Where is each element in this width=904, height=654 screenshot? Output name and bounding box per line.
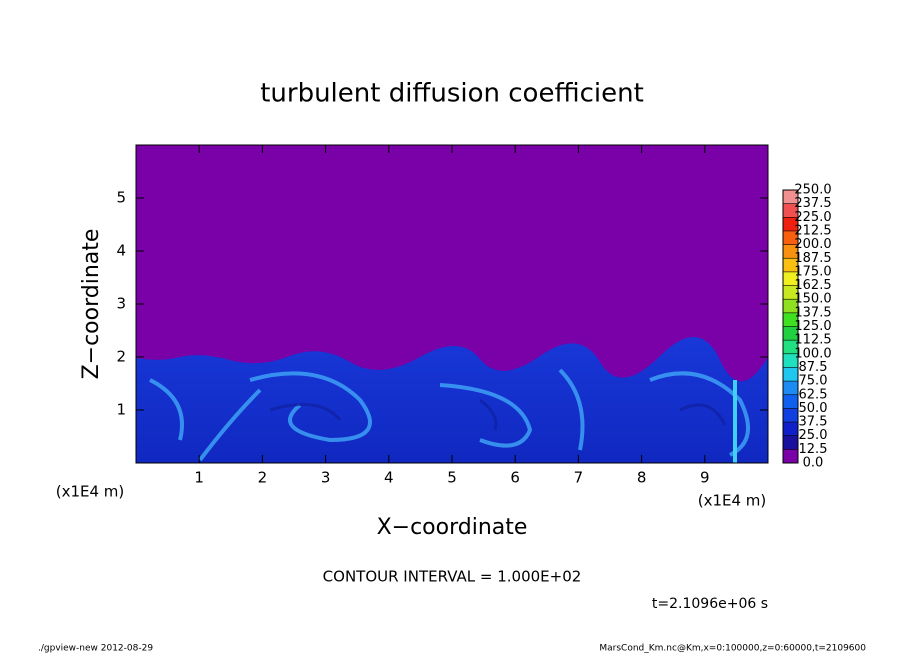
colorbar-segment bbox=[783, 312, 798, 327]
colorbar-label: 212.5 bbox=[794, 223, 831, 238]
footer-left: ./gpview-new 2012-08-29 bbox=[38, 644, 153, 654]
x-tick-label: 3 bbox=[321, 469, 331, 487]
colorbar-segment bbox=[783, 394, 798, 409]
y-tick-label: 3 bbox=[116, 295, 126, 313]
colorbar-segment bbox=[783, 190, 798, 204]
x-tick-label: 2 bbox=[258, 469, 268, 487]
colorbar-label: 25.0 bbox=[799, 428, 828, 443]
colorbar-segment bbox=[783, 422, 798, 436]
x-unit: (x1E4 m) bbox=[698, 492, 767, 510]
y-tick-label: 2 bbox=[116, 348, 126, 366]
colorbar-segment bbox=[783, 230, 798, 245]
chart-title: turbulent diffusion coefficient bbox=[260, 79, 644, 109]
time-label: t=2.1096e+06 s bbox=[652, 596, 768, 612]
colorbar-label: 87.5 bbox=[799, 360, 828, 375]
field bbox=[136, 145, 768, 463]
x-tick-label: 9 bbox=[700, 469, 710, 487]
x-tick-label: 7 bbox=[574, 469, 584, 487]
colorbar-label: 237.5 bbox=[794, 196, 831, 211]
x-tick-label: 6 bbox=[510, 469, 520, 487]
colorbar-label: 112.5 bbox=[794, 333, 831, 348]
x-tick-label: 5 bbox=[447, 469, 457, 487]
x-tick-label: 8 bbox=[637, 469, 647, 487]
footer-right: MarsCond_Km.nc@Km,x=0:100000,z=0:60000,t… bbox=[599, 644, 866, 654]
colorbar-label: 62.5 bbox=[799, 387, 828, 402]
colorbar-segment bbox=[783, 381, 798, 395]
annotation: CONTOUR INTERVAL = 1.000E+02 bbox=[323, 568, 582, 586]
colorbar-segment bbox=[783, 217, 798, 231]
colorbar-label: 150.0 bbox=[794, 292, 831, 307]
colorbar-segment bbox=[783, 449, 798, 463]
colorbar-segment bbox=[783, 244, 798, 259]
colorbar-segment bbox=[783, 367, 798, 382]
colorbar-segment bbox=[783, 285, 798, 300]
colorbar-segment bbox=[783, 326, 798, 341]
colorbar-label: 175.0 bbox=[794, 264, 831, 279]
x-tick-label: 1 bbox=[194, 469, 204, 487]
colorbar-segment bbox=[783, 299, 798, 313]
y-tick-label: 4 bbox=[116, 242, 126, 260]
colorbar-label: 200.0 bbox=[794, 237, 831, 252]
colorbar-label: 12.5 bbox=[799, 442, 828, 457]
colorbar-segment bbox=[783, 340, 798, 354]
colorbar-segment bbox=[783, 408, 798, 423]
colorbar-label: 125.0 bbox=[794, 319, 831, 334]
colorbar-label: 250.0 bbox=[794, 183, 831, 198]
colorbar-label: 50.0 bbox=[799, 401, 828, 416]
colorbar-segment bbox=[783, 435, 798, 450]
y-tick-label: 1 bbox=[116, 401, 126, 419]
colorbar-segment bbox=[783, 203, 798, 218]
colorbar-label: 225.0 bbox=[794, 210, 831, 225]
colorbar-label: 75.0 bbox=[799, 374, 828, 389]
colorbar-segment bbox=[783, 353, 798, 368]
y-tick-label: 5 bbox=[116, 189, 126, 207]
colorbar-label: 100.0 bbox=[794, 346, 831, 361]
colorbar-segment bbox=[783, 271, 798, 286]
x-axis-label: X−coordinate bbox=[377, 515, 528, 540]
y-axis-label: Z−coordinate bbox=[79, 229, 104, 380]
colorbar-segment bbox=[783, 258, 798, 272]
x-tick-label: 4 bbox=[384, 469, 394, 487]
colorbar-label: 162.5 bbox=[794, 278, 831, 293]
colorbar-label: 0.0 bbox=[803, 456, 824, 471]
y-unit: (x1E4 m) bbox=[56, 483, 125, 501]
colorbar-label: 37.5 bbox=[799, 415, 828, 430]
colorbar-label: 137.5 bbox=[794, 305, 831, 320]
colorbar-label: 187.5 bbox=[794, 251, 831, 266]
